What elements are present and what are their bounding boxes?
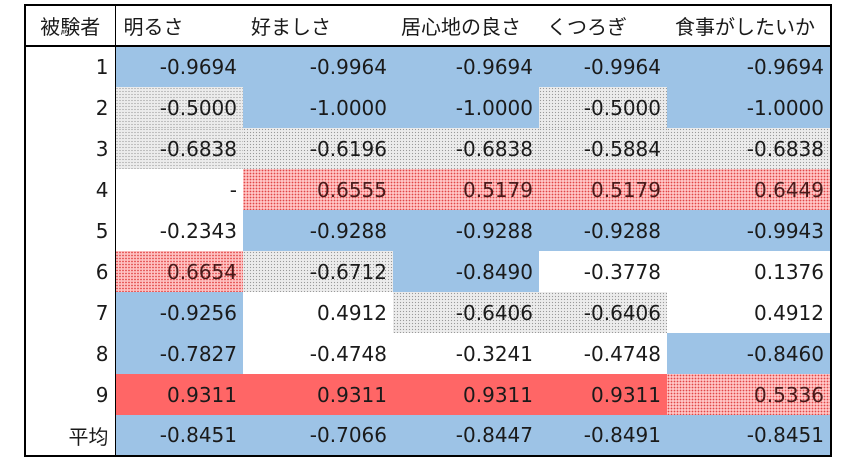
cell-want-to-eat: -0.9943 <box>667 210 832 251</box>
cell-want-to-eat: -1.0000 <box>667 87 832 128</box>
cell-comfort: -1.0000 <box>393 87 539 128</box>
cell-brightness: 0.6654 <box>115 251 243 292</box>
cell-relaxation: -0.9288 <box>539 210 667 251</box>
cell-relaxation: 0.9311 <box>539 374 667 415</box>
cell-preference: -0.6712 <box>243 251 393 292</box>
subject-id-cell: 9 <box>24 374 116 415</box>
cell-preference: -0.4748 <box>243 333 393 374</box>
correlation-table: 被験者 明るさ 好ましさ 居心地の良さ くつろぎ 食事がしたいか 1 -0.969… <box>24 4 832 457</box>
cell-brightness: -0.5000 <box>115 87 243 128</box>
cell-preference: -0.6196 <box>243 128 393 169</box>
cell-relaxation: -0.3778 <box>539 251 667 292</box>
average-row: 平均 -0.8451 -0.7066 -0.8447 -0.8491 -0.8451 <box>24 415 832 457</box>
cell-preference: -1.0000 <box>243 87 393 128</box>
subject-id-cell: 2 <box>24 87 116 128</box>
cell-preference: -0.7066 <box>243 415 393 457</box>
table-row: 2 -0.5000 -1.0000 -1.0000 -0.5000 -1.0000 <box>24 87 832 128</box>
cell-comfort: -0.8490 <box>393 251 539 292</box>
table-row: 5 -0.2343 -0.9288 -0.9288 -0.9288 -0.9943 <box>24 210 832 251</box>
cell-want-to-eat: -0.8451 <box>667 415 832 457</box>
cell-comfort: -0.9288 <box>393 210 539 251</box>
cell-preference: 0.9311 <box>243 374 393 415</box>
header-row: 被験者 明るさ 好ましさ 居心地の良さ くつろぎ 食事がしたいか <box>24 4 832 47</box>
cell-brightness: -0.9694 <box>115 46 243 87</box>
subject-id-cell: 5 <box>24 210 116 251</box>
cell-relaxation: -0.6406 <box>539 292 667 333</box>
cell-preference: 0.4912 <box>243 292 393 333</box>
subject-id-cell: 3 <box>24 128 116 169</box>
cell-relaxation: -0.5000 <box>539 87 667 128</box>
table-row: 7 -0.9256 0.4912 -0.6406 -0.6406 0.4912 <box>24 292 832 333</box>
cell-comfort: -0.6406 <box>393 292 539 333</box>
cell-preference: -0.9964 <box>243 46 393 87</box>
cell-relaxation: -0.9964 <box>539 46 667 87</box>
cell-brightness: -0.2343 <box>115 210 243 251</box>
header-preference: 好ましさ <box>243 4 393 47</box>
subject-id-cell: 8 <box>24 333 116 374</box>
cell-relaxation: -0.8491 <box>539 415 667 457</box>
cell-want-to-eat: -0.6838 <box>667 128 832 169</box>
cell-comfort: -0.6838 <box>393 128 539 169</box>
table-row: 1 -0.9694 -0.9964 -0.9694 -0.9964 -0.9694 <box>24 46 832 87</box>
cell-want-to-eat: 0.4912 <box>667 292 832 333</box>
cell-comfort: 0.5179 <box>393 169 539 210</box>
cell-want-to-eat: -0.9694 <box>667 46 832 87</box>
cell-want-to-eat: 0.5336 <box>667 374 832 415</box>
header-subject: 被験者 <box>24 4 116 47</box>
cell-brightness: -0.8451 <box>115 415 243 457</box>
table-row: 6 0.6654 -0.6712 -0.8490 -0.3778 0.1376 <box>24 251 832 292</box>
cell-brightness: 0.9311 <box>115 374 243 415</box>
cell-relaxation: 0.5179 <box>539 169 667 210</box>
cell-relaxation: -0.5884 <box>539 128 667 169</box>
table-row: 8 -0.7827 -0.4748 -0.3241 -0.4748 -0.8460 <box>24 333 832 374</box>
cell-comfort: -0.3241 <box>393 333 539 374</box>
cell-comfort: 0.9311 <box>393 374 539 415</box>
table-body: 1 -0.9694 -0.9964 -0.9694 -0.9964 -0.9694 2 -0.… <box>24 46 832 457</box>
cell-preference: -0.9288 <box>243 210 393 251</box>
subject-id-cell: 6 <box>24 251 116 292</box>
header-brightness: 明るさ <box>115 4 243 47</box>
cell-brightness: -0.7827 <box>115 333 243 374</box>
cell-relaxation: -0.4748 <box>539 333 667 374</box>
subject-id-cell: 4 <box>24 169 116 210</box>
subject-id-cell: 1 <box>24 46 116 87</box>
cell-want-to-eat: -0.8460 <box>667 333 832 374</box>
table-row: 3 -0.6838 -0.6196 -0.6838 -0.5884 -0.6838 <box>24 128 832 169</box>
cell-want-to-eat: 0.6449 <box>667 169 832 210</box>
subject-id-cell: 平均 <box>24 415 116 457</box>
header-relaxation: くつろぎ <box>539 4 667 47</box>
cell-want-to-eat: 0.1376 <box>667 251 832 292</box>
cell-brightness: - <box>115 169 243 210</box>
cell-comfort: -0.8447 <box>393 415 539 457</box>
cell-brightness: -0.6838 <box>115 128 243 169</box>
table-row: 9 0.9311 0.9311 0.9311 0.9311 0.5336 <box>24 374 832 415</box>
cell-brightness: -0.9256 <box>115 292 243 333</box>
cell-preference: 0.6555 <box>243 169 393 210</box>
header-comfort: 居心地の良さ <box>393 4 539 47</box>
table-row: 4-0.6555 0.5179 0.5179 0.6449 <box>24 169 832 210</box>
cell-comfort: -0.9694 <box>393 46 539 87</box>
subject-id-cell: 7 <box>24 292 116 333</box>
header-want-to-eat: 食事がしたいか <box>667 4 832 47</box>
